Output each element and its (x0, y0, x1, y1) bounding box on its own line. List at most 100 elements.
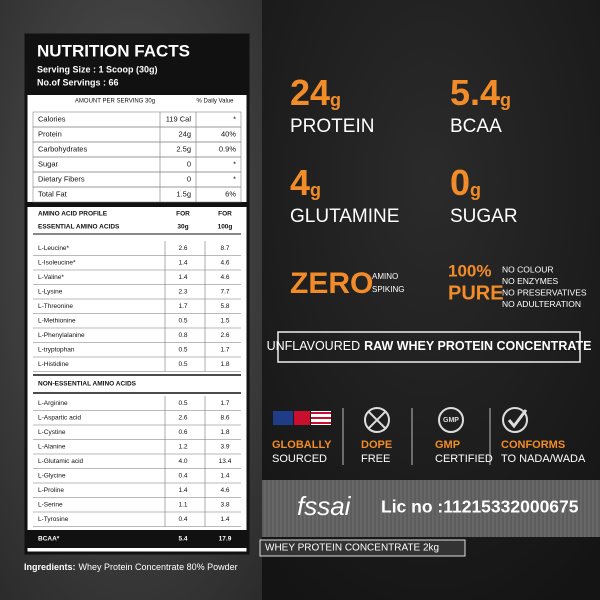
banner-box (277, 331, 581, 363)
amino-name: L-Leucine* (38, 245, 70, 252)
ingredients-text: Whey Protein Concentrate 80% Powder (79, 562, 238, 572)
nutrient-amount: 24g (178, 129, 191, 138)
amino-30g: 1.4 (178, 487, 187, 494)
amino-100g: 8.6 (220, 414, 229, 421)
amino-30g: 0.8 (178, 332, 187, 339)
serving-size: Serving Size : 1 Scoop (30g) (37, 64, 158, 74)
banner-bold: RAW WHEY PROTEIN CONCENTRATE (364, 339, 591, 353)
amino-100g: 1.8 (220, 429, 229, 436)
nutrient-amount: 2.5g (176, 144, 191, 153)
amino-100g: 2.6 (220, 332, 229, 339)
amino-30g: 0.5 (178, 317, 187, 324)
amino-header: ESSENTIAL AMINO ACIDS (38, 224, 120, 231)
zero-word: ZERO (290, 267, 373, 300)
badge-line1: GMP (435, 439, 460, 451)
unit: g (330, 90, 341, 110)
amino-30g: 1.4 (178, 274, 187, 281)
highlight-amount: 24g (290, 72, 341, 113)
bcaa-bar (27, 530, 247, 548)
amino-30g: 1.2 (178, 443, 187, 450)
nutrient-amount: 119 Cal (166, 114, 192, 123)
banner-prefix: UNFLAVOURED (267, 339, 361, 353)
amino-name: L-Isoleucine* (38, 259, 76, 266)
amino-30g: 2.6 (178, 245, 187, 252)
nutrient-name: Dietary Fibers (38, 174, 85, 183)
badge-line2: FREE (361, 453, 390, 465)
divider (26, 202, 248, 207)
banner: UNFLAVOURED RAW WHEY PROTEIN CONCENTRATE (267, 339, 592, 353)
amino-100g: 4.6 (220, 487, 229, 494)
amino-name: L-Glutamic acid (38, 458, 84, 465)
highlight-amount: 4g (290, 162, 321, 203)
badge-line2: TO NADA/WADA (501, 453, 586, 465)
amino-30g: 2.6 (178, 414, 187, 421)
col-header: 30g (177, 224, 188, 231)
icon-flags (273, 411, 331, 425)
amino-100g: 1.8 (220, 361, 229, 368)
amino-30g: 0.6 (178, 429, 187, 436)
table-header: AMOUNT PER SERVING 30g (75, 99, 155, 105)
pack-box (259, 539, 466, 557)
nutrient-name: Total Fat (38, 189, 68, 198)
amino-100g: 7.7 (220, 288, 229, 295)
amino-name: L-Threonine (38, 303, 73, 310)
daily-value: 6% (225, 189, 236, 198)
amino-100g: 8.7 (220, 245, 229, 252)
nutrient-name: Carbohydrates (38, 144, 87, 153)
amino-30g: 0.4 (178, 516, 187, 523)
servings: No.of Servings : 66 (37, 77, 119, 87)
daily-value: 40% (221, 129, 236, 138)
pure-word: PURE (448, 282, 504, 304)
amino-name: L-Lysine (38, 288, 63, 295)
nutrient-name: Protein (38, 129, 62, 138)
badge-line1: CONFORMS (501, 439, 565, 451)
amino-100g: 4.6 (220, 274, 229, 281)
amino-30g: 0.5 (178, 400, 187, 407)
amount: 0 (450, 162, 470, 203)
amino-30g: 0.5 (178, 361, 187, 368)
badge-line1: DOPE (361, 439, 392, 451)
amino-name: L-Aspartic acid (38, 414, 81, 421)
amino-name: L-Proline (38, 487, 64, 494)
amino-100g: 5.8 (220, 303, 229, 310)
pure-word: 100% (448, 261, 491, 280)
daily-value: * (233, 159, 236, 168)
amino-30g: 2.3 (178, 288, 187, 295)
daily-value: * (233, 114, 236, 123)
amount: 24 (290, 72, 330, 113)
highlight-amount: 0g (450, 162, 481, 203)
amino-30g: 0.5 (178, 346, 187, 353)
icon-gmp (438, 407, 464, 433)
license-band (262, 480, 600, 537)
amino-100g: 1.4 (220, 472, 229, 479)
zero-note: SPIKING (372, 285, 404, 294)
amino-30g: 1.4 (178, 259, 187, 266)
nutrition-card (24, 33, 250, 555)
amount: 4 (290, 162, 310, 203)
nutrient-name: Calories (38, 114, 66, 123)
icon-dope-free (364, 407, 390, 433)
badge-line2: SOURCED (272, 453, 327, 465)
amino-100g: 1.7 (220, 400, 229, 407)
bcaa-label: BCAA* (38, 536, 60, 543)
amino-100g: 1.4 (220, 516, 229, 523)
nutrition-title: NUTRITION FACTS (37, 41, 190, 60)
amino-30g: 1.7 (178, 303, 187, 310)
ingredients-label: Ingredients: (24, 562, 76, 572)
amino-30g: 0.4 (178, 472, 187, 479)
amino-name: L-Cystine (38, 429, 66, 436)
nutrient-amount: 0 (187, 174, 191, 183)
badge-icon-text: GMP (443, 417, 459, 424)
pure-item: NO ADULTERATION (502, 299, 581, 309)
col-header: FOR (218, 211, 232, 218)
highlight-label: PROTEIN (290, 116, 374, 137)
fssai-logo: fssai (297, 491, 352, 521)
amino-100g: 1.7 (220, 346, 229, 353)
highlight-amount: 5.4g (450, 72, 511, 113)
zero-note: AMINO (372, 272, 398, 281)
badge-dividers (342, 408, 491, 465)
amino-name: L-Phenylalanine (38, 332, 85, 339)
amino-100g: 3.8 (220, 501, 229, 508)
nutrient-amount: 0 (187, 159, 191, 168)
